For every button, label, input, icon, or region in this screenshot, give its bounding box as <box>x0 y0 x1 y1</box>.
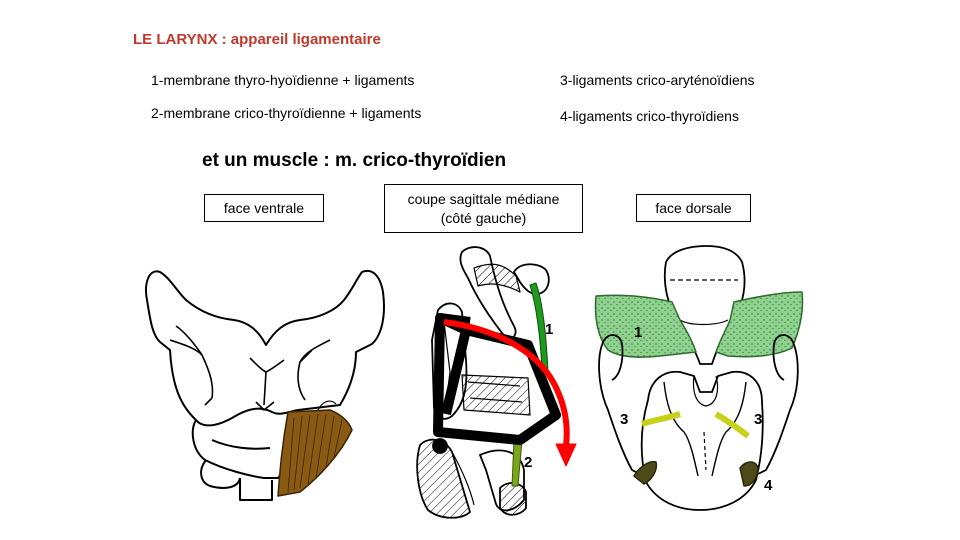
label-coupe-line1: coupe sagittale médiane <box>407 191 560 207</box>
label-face-ventrale: face ventrale <box>204 194 324 222</box>
label-coupe-line2: (côté gauche) <box>440 210 527 226</box>
ventral-view-drawing <box>145 270 385 501</box>
thyroid-cartilage-outline <box>145 270 385 427</box>
cricoid-black-dot <box>432 438 448 454</box>
legend-item-1: 1-membrane thyro-hyoïdienne + ligaments <box>151 72 415 88</box>
marker-sagittal-1: 1 <box>545 321 553 338</box>
muscle-line: et un muscle : m. crico-thyroïdien <box>202 150 507 171</box>
marker-dorsal-3-right: 3 <box>754 411 762 428</box>
label-face-dorsale: face dorsale <box>636 194 751 222</box>
marker-dorsal-1: 1 <box>634 324 642 341</box>
marker-dorsal-3-left: 3 <box>620 411 628 428</box>
marker-sagittal-2: 2 <box>524 454 532 471</box>
dorsal-crico-thyroid-right <box>739 461 759 487</box>
dorsal-view-drawing <box>594 245 804 511</box>
dorsal-crico-thyroid-left <box>633 460 658 485</box>
label-coupe-sagittale: coupe sagittale médiane (côté gauche) <box>384 184 583 233</box>
dorsal-crico-arytenoid-right <box>714 411 750 439</box>
legend-item-4: 4-ligaments crico-thyroïdiens <box>560 108 739 124</box>
slide-title: LE LARYNX : appareil ligamentaire <box>133 31 381 48</box>
crico-thyroid-muscle <box>277 409 353 497</box>
hyoid-bone <box>513 263 550 295</box>
legend-item-2: 2-membrane crico-thyroïdienne + ligament… <box>151 105 422 121</box>
sagittal-view-drawing <box>416 246 577 519</box>
marker-dorsal-4: 4 <box>764 477 773 494</box>
legend-item-3: 3-ligaments crico-aryténoïdiens <box>560 72 755 88</box>
rotation-arrow <box>443 319 570 447</box>
dorsal-crico-arytenoid-left <box>641 411 681 427</box>
